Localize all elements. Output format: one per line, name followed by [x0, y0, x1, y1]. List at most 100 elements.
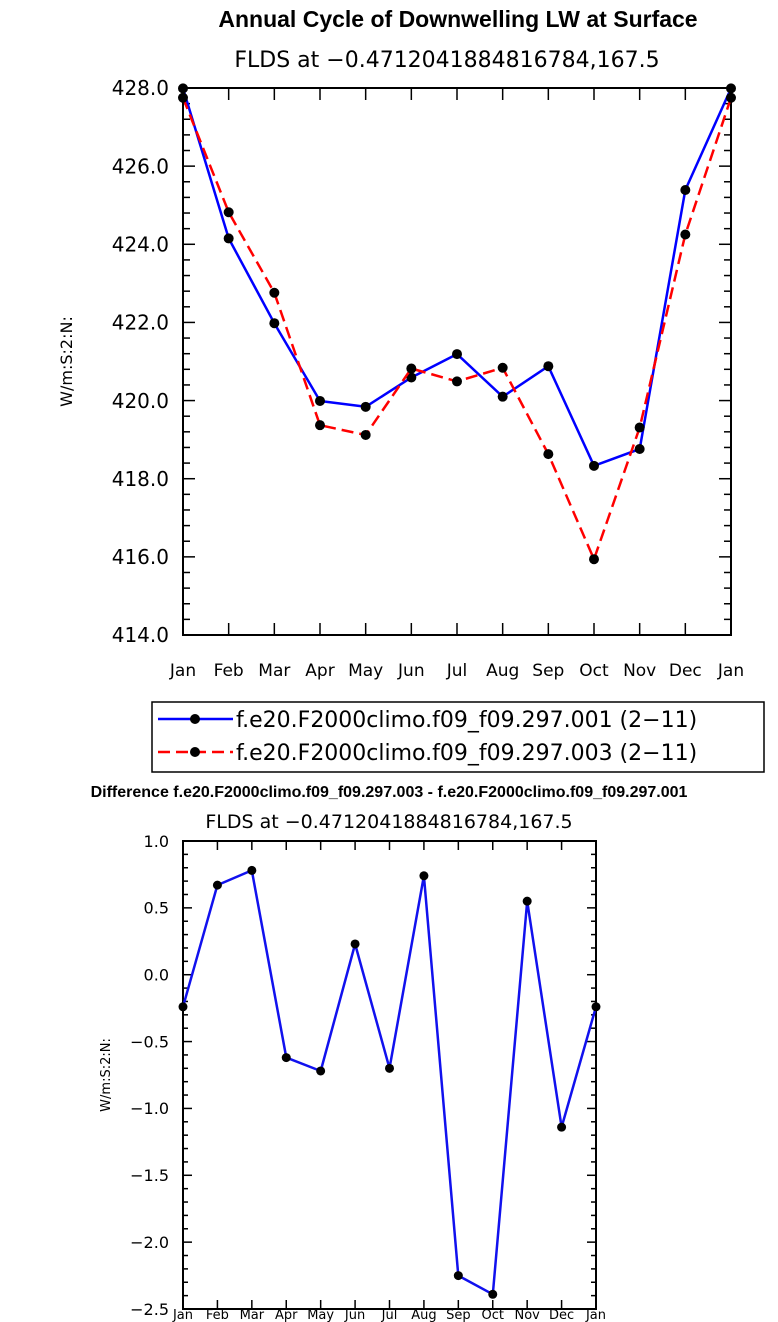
y-tick-label: 0.0 [144, 965, 169, 984]
data-point [247, 865, 257, 875]
legend-box [151, 701, 765, 773]
data-point [315, 420, 325, 431]
y-tick-label: −1.0 [130, 1099, 169, 1118]
x-tick-label: Aug [486, 661, 519, 681]
chart-title: Difference f.e20.F2000climo.f09_f09.297.… [91, 784, 688, 801]
data-point [350, 939, 360, 949]
data-point [522, 896, 532, 906]
y-tick-label: 428.0 [112, 76, 169, 100]
x-tick-label: Jan [169, 661, 196, 681]
plot-frame [182, 87, 732, 636]
series-line-1 [181, 87, 733, 468]
chart-subtitle: FLDS at −0.4712041884816784,167.5 [205, 811, 572, 833]
x-tick-label: Apr [305, 661, 334, 681]
data-point [726, 83, 736, 94]
legend: f.e20.F2000climo.f09_f09.297.001 (2−11) f… [151, 701, 765, 773]
y-tick-label: −2.5 [130, 1300, 169, 1319]
data-point [406, 363, 417, 374]
data-point [315, 395, 325, 406]
data-point [269, 318, 280, 329]
x-tick-label: Jul [446, 661, 468, 681]
data-point [223, 207, 234, 218]
legend-marker [190, 747, 200, 757]
legend-marker [190, 714, 200, 724]
data-point [316, 1066, 326, 1076]
data-point [543, 449, 554, 460]
data-point [281, 1053, 291, 1063]
y-tick-label: 0.5 [144, 899, 169, 918]
y-tick-label: 1.0 [144, 832, 169, 851]
legend-label-2: f.e20.F2000climo.f09_f09.297.003 (2−11) [236, 741, 697, 766]
x-tick-label: Oct [579, 661, 609, 681]
y-tick-label: 420.0 [112, 389, 169, 413]
x-tick-label: Jan [585, 1308, 606, 1322]
y-tick-label: 424.0 [112, 232, 169, 256]
series-line-2 [181, 97, 733, 561]
data-point [634, 422, 645, 433]
data-point [591, 1002, 601, 1012]
data-point [497, 391, 508, 402]
y-axis-label: W/m:S:2:N: [99, 1038, 114, 1112]
y-tick-label: 422.0 [112, 311, 169, 335]
x-tick-label: Oct [482, 1308, 504, 1322]
data-point [452, 376, 462, 387]
x-tick-label: Mar [240, 1308, 265, 1322]
chart-2: Difference f.e20.F2000climo.f09_f09.297.… [91, 784, 688, 1322]
y-tick-label: 418.0 [112, 467, 169, 491]
y-tick-label: −2.0 [130, 1233, 169, 1252]
x-tick-label: Sep [446, 1308, 471, 1322]
x-tick-label: Dec [549, 1308, 574, 1322]
data-point [589, 460, 599, 471]
data-point [406, 372, 417, 383]
y-axis-label: W/m:S:2:N: [57, 316, 76, 407]
data-point [269, 287, 280, 298]
x-tick-label: Jul [381, 1308, 398, 1322]
x-tick-label: Jan [172, 1308, 193, 1322]
y-tick-label: 416.0 [112, 545, 169, 569]
y-tick-label: −0.5 [130, 1032, 169, 1051]
data-point [726, 92, 736, 103]
data-point [452, 349, 462, 360]
data-point [557, 1122, 567, 1132]
x-tick-label: Jun [397, 661, 425, 681]
x-tick-label: Nov [623, 661, 656, 681]
x-tick-label: Apr [275, 1308, 298, 1322]
x-tick-label: Feb [206, 1308, 229, 1322]
series-line-1 [181, 869, 598, 1296]
x-tick-label: Jun [344, 1308, 365, 1322]
data-point [360, 401, 371, 412]
y-tick-label: −1.5 [130, 1166, 169, 1185]
data-point [178, 83, 188, 94]
x-tick-label: Aug [411, 1308, 436, 1322]
data-point [680, 229, 691, 240]
chart-title: Annual Cycle of Downwelling LW at Surfac… [218, 6, 697, 32]
plot-frame [182, 840, 597, 1310]
data-point [178, 1002, 188, 1012]
data-point [634, 444, 645, 455]
data-point [488, 1289, 498, 1299]
data-point [360, 429, 371, 440]
x-tick-label: Jan [717, 661, 744, 681]
x-tick-label: May [307, 1308, 334, 1322]
legend-label-1: f.e20.F2000climo.f09_f09.297.001 (2−11) [236, 708, 697, 733]
data-point [453, 1271, 463, 1281]
data-point [419, 871, 429, 881]
x-tick-label: Nov [514, 1308, 540, 1322]
chart-subtitle: FLDS at −0.4712041884816784,167.5 [234, 48, 659, 73]
data-point [680, 184, 691, 195]
data-point [212, 880, 222, 890]
data-point [178, 92, 188, 103]
x-tick-label: Feb [214, 661, 244, 681]
data-point [543, 361, 554, 372]
y-tick-label: 426.0 [112, 154, 169, 178]
x-tick-label: Mar [258, 661, 290, 681]
data-point [223, 233, 234, 244]
data-point [497, 362, 508, 373]
data-point [589, 554, 599, 565]
y-tick-label: 414.0 [112, 623, 169, 647]
data-point [385, 1063, 394, 1073]
x-tick-label: Dec [669, 661, 702, 681]
x-tick-label: May [348, 661, 383, 681]
x-tick-label: Sep [532, 661, 564, 681]
